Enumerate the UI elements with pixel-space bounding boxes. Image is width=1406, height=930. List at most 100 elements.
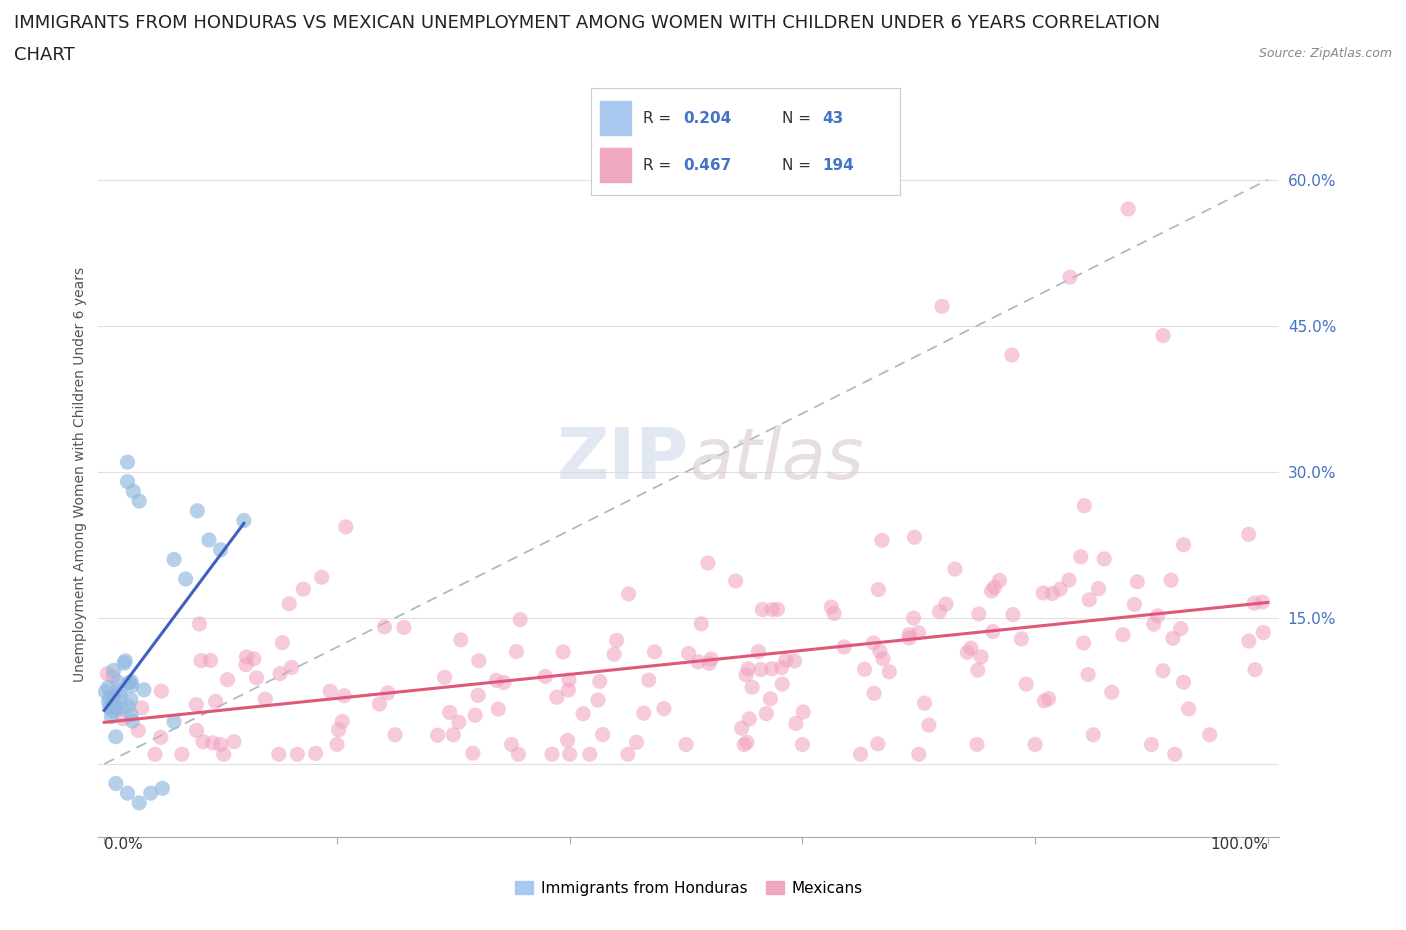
- Point: [970, 649, 993, 664]
- Point: [101, 670, 124, 684]
- Point: [222, 735, 245, 750]
- Point: [117, 474, 139, 489]
- Point: [981, 624, 1004, 639]
- Point: [907, 747, 929, 762]
- Point: [589, 674, 612, 689]
- Point: [204, 694, 226, 709]
- Text: 43: 43: [823, 111, 844, 126]
- Point: [97, 694, 120, 709]
- Point: [652, 701, 675, 716]
- Point: [509, 612, 531, 627]
- Point: [285, 747, 308, 762]
- Point: [849, 747, 872, 762]
- Point: [392, 620, 415, 635]
- Point: [966, 737, 988, 752]
- Point: [606, 633, 628, 648]
- Point: [326, 737, 349, 752]
- Point: [98, 700, 121, 715]
- Point: [697, 656, 720, 671]
- Point: [637, 672, 659, 687]
- Text: IMMIGRANTS FROM HONDURAS VS MEXICAN UNEMPLOYMENT AMONG WOMEN WITH CHILDREN UNDER: IMMIGRANTS FROM HONDURAS VS MEXICAN UNEM…: [14, 14, 1160, 32]
- Text: ZIP: ZIP: [557, 425, 689, 494]
- Point: [1170, 621, 1192, 636]
- Point: [935, 597, 957, 612]
- Point: [468, 654, 491, 669]
- Point: [688, 655, 710, 670]
- Point: [914, 696, 936, 711]
- Text: R =: R =: [643, 158, 676, 173]
- Point: [200, 653, 222, 668]
- Point: [980, 583, 1002, 598]
- Point: [97, 680, 120, 695]
- Point: [872, 651, 894, 666]
- Point: [741, 680, 763, 695]
- Point: [152, 781, 174, 796]
- Point: [578, 747, 600, 762]
- Text: 194: 194: [823, 158, 855, 173]
- Point: [447, 715, 470, 730]
- Point: [94, 684, 117, 699]
- Point: [118, 675, 141, 690]
- Point: [868, 582, 890, 597]
- Point: [186, 698, 208, 712]
- Point: [131, 700, 153, 715]
- Point: [1032, 586, 1054, 601]
- Point: [1237, 633, 1260, 648]
- Point: [1140, 737, 1163, 752]
- Point: [439, 705, 461, 720]
- Legend: Immigrants from Honduras, Mexicans: Immigrants from Honduras, Mexicans: [509, 874, 869, 902]
- Point: [209, 737, 232, 752]
- Point: [785, 716, 807, 731]
- Point: [101, 704, 124, 719]
- Point: [931, 299, 953, 313]
- Point: [1152, 328, 1174, 343]
- Point: [209, 542, 232, 557]
- Text: N =: N =: [782, 158, 815, 173]
- Point: [988, 573, 1011, 588]
- Point: [735, 667, 758, 682]
- Point: [696, 555, 718, 570]
- Point: [505, 644, 527, 659]
- Point: [150, 684, 173, 698]
- Point: [319, 684, 342, 698]
- Point: [761, 661, 783, 676]
- Point: [541, 747, 564, 762]
- Point: [333, 688, 356, 703]
- Point: [1237, 527, 1260, 542]
- Point: [1152, 663, 1174, 678]
- Text: atlas: atlas: [689, 425, 863, 494]
- Point: [700, 652, 723, 667]
- Point: [1161, 631, 1184, 645]
- Point: [186, 503, 208, 518]
- Point: [163, 552, 186, 567]
- Point: [110, 701, 132, 716]
- Point: [190, 653, 212, 668]
- Point: [967, 606, 990, 621]
- Point: [100, 710, 122, 724]
- Text: N =: N =: [782, 111, 815, 126]
- Point: [1078, 592, 1101, 607]
- Point: [1143, 617, 1166, 631]
- Point: [254, 692, 277, 707]
- Point: [557, 683, 579, 698]
- Point: [770, 677, 793, 692]
- Point: [592, 727, 614, 742]
- Point: [243, 651, 266, 666]
- Point: [441, 727, 464, 742]
- Point: [201, 736, 224, 751]
- Point: [1251, 625, 1274, 640]
- Point: [558, 672, 581, 687]
- Point: [1015, 677, 1038, 692]
- Point: [1077, 667, 1099, 682]
- Point: [735, 735, 758, 750]
- Point: [278, 596, 301, 611]
- Point: [292, 581, 315, 596]
- Point: [232, 513, 254, 528]
- Point: [1146, 608, 1168, 623]
- Point: [853, 662, 876, 677]
- Point: [103, 663, 125, 678]
- Point: [1198, 727, 1220, 742]
- Point: [644, 644, 666, 659]
- Text: 0.0%: 0.0%: [104, 837, 143, 852]
- Point: [747, 644, 769, 659]
